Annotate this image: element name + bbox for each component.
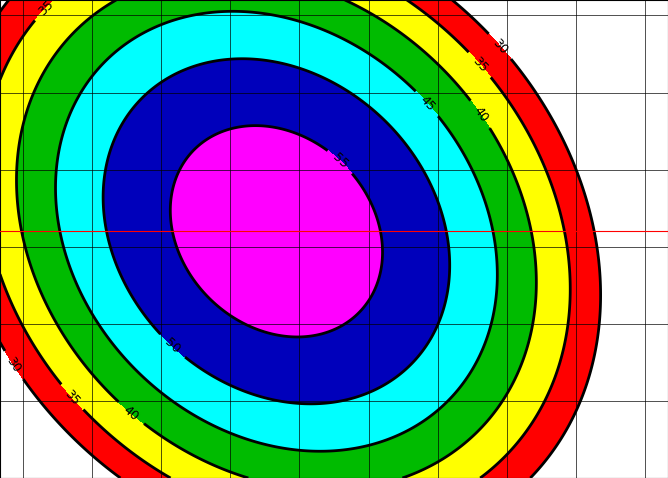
Text: 35: 35 [470, 54, 490, 75]
Text: 35: 35 [36, 0, 56, 18]
Text: 40: 40 [121, 403, 142, 423]
Text: 50: 50 [162, 336, 182, 356]
Text: 30: 30 [490, 36, 510, 56]
Text: 45: 45 [417, 93, 438, 114]
Text: 30: 30 [4, 355, 23, 375]
Text: 55: 55 [330, 151, 351, 172]
Text: 35: 35 [62, 387, 82, 407]
Text: 40: 40 [470, 104, 490, 124]
